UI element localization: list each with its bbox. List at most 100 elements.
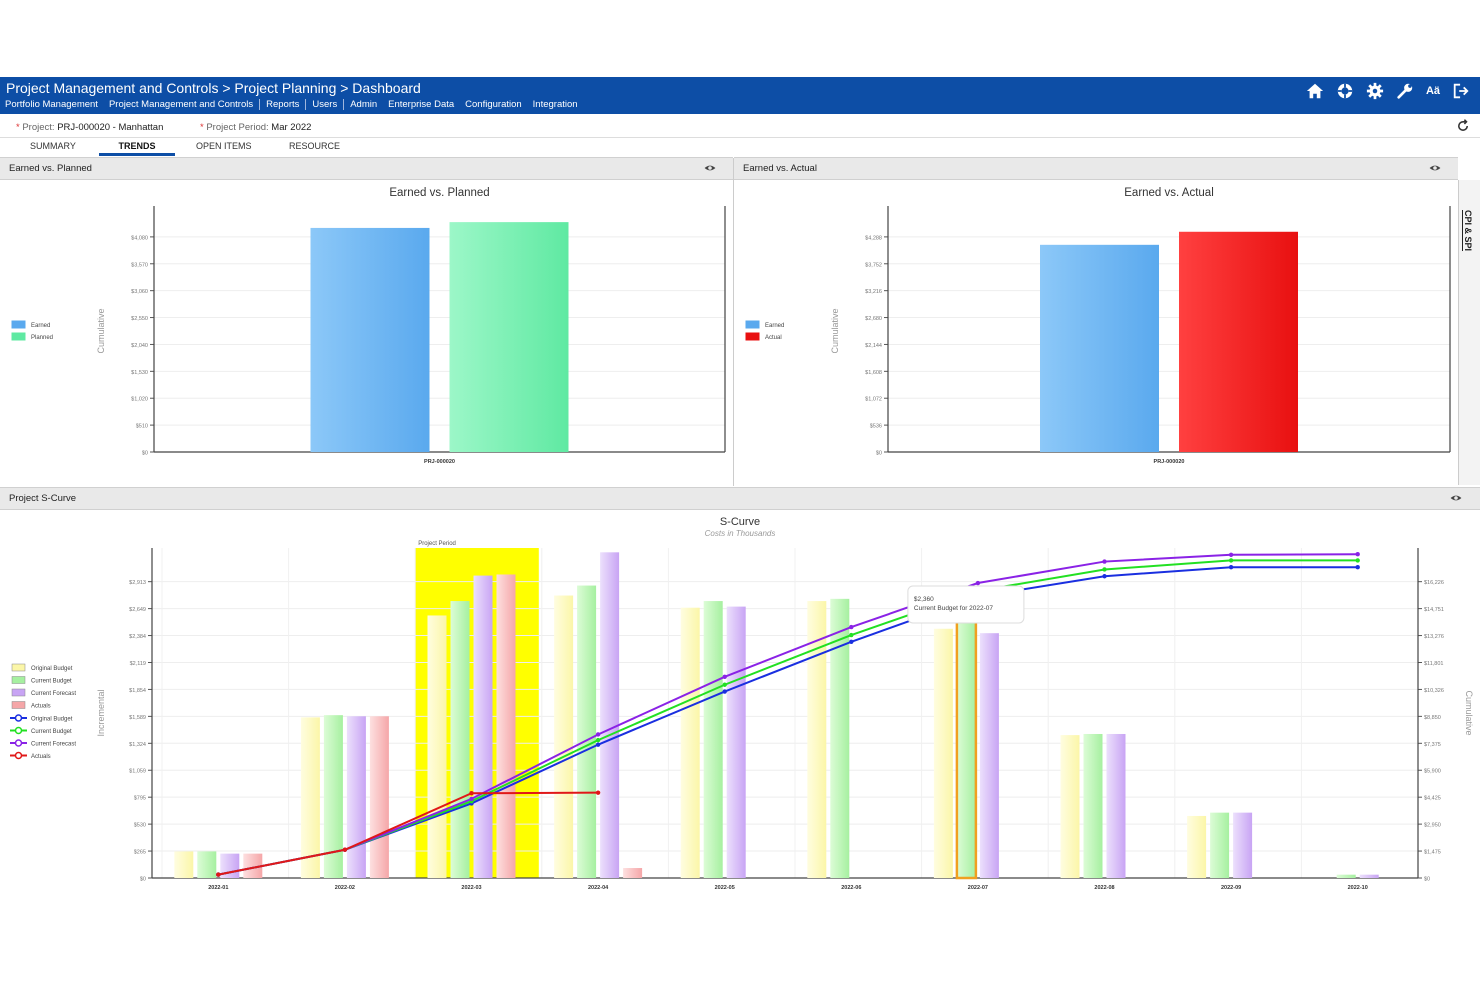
legend-label: Actuals [31, 754, 51, 760]
bar-earned [1040, 244, 1159, 452]
line-current-forecast [218, 553, 1358, 876]
logout-icon[interactable] [1452, 82, 1470, 100]
side-tab-cpi-spi[interactable]: CPI & SPI [1458, 180, 1480, 485]
translate-icon[interactable]: Aä [1425, 85, 1440, 97]
nav-configuration[interactable]: Configuration [465, 99, 522, 110]
bar-actuals [243, 853, 263, 878]
y-tick-label: $0 [140, 877, 146, 883]
line-point [469, 796, 474, 802]
tab-resource[interactable]: RESOURCE [289, 141, 341, 151]
period-value[interactable]: Mar 2022 [271, 122, 312, 133]
eye-icon[interactable] [1450, 492, 1462, 504]
x-tick-label: 2022-09 [1221, 885, 1241, 891]
line-point [469, 791, 474, 796]
y2-tick-label: $2,950 [1424, 823, 1441, 829]
y-tick-label: $4,080 [131, 235, 148, 241]
nav-project-management[interactable]: Project Management and Controls [108, 99, 254, 110]
chart-title: S-Curve [720, 516, 760, 528]
line-current-budget [218, 559, 1358, 876]
line-point [849, 639, 854, 645]
panel-title: Project S-Curve [9, 493, 77, 504]
wrench-icon[interactable] [1396, 82, 1414, 100]
home-icon[interactable] [1306, 82, 1324, 100]
tab-open-items[interactable]: OPEN ITEMS [196, 141, 252, 151]
bar-original-budget [1187, 815, 1207, 878]
y-tick-label: $2,384 [129, 634, 146, 640]
tooltip-value: $2,360 [914, 596, 934, 603]
help-icon[interactable] [1336, 82, 1354, 100]
y2-tick-label: $0 [1424, 877, 1430, 883]
line-point [1102, 567, 1107, 572]
legend-label: Earned [31, 323, 50, 329]
tooltip-text: Current Budget for 2022-07 [914, 605, 994, 612]
line-point [595, 737, 601, 743]
line-point [1355, 552, 1360, 557]
refresh-icon[interactable] [1456, 119, 1470, 133]
y-tick-label: $3,570 [131, 262, 148, 268]
x-tick-label: 2022-04 [588, 885, 609, 891]
y-tick-label: $2,680 [865, 316, 882, 322]
chart-title: Earned vs. Actual [1124, 187, 1214, 199]
bar-original-budget [554, 595, 574, 878]
y2-tick-label: $5,900 [1424, 769, 1441, 775]
bar-current-forecast [346, 716, 366, 878]
bar-current-forecast [1359, 874, 1379, 878]
legend-marker [14, 751, 23, 760]
y-tick-label: $0 [876, 451, 882, 457]
line-point [722, 689, 727, 694]
line-point [1228, 558, 1234, 563]
y2-tick-label: $1,475 [1424, 850, 1441, 856]
y-tick-label: $2,119 [130, 661, 146, 667]
nav-users[interactable]: Users [305, 99, 337, 110]
bar-original-budget [807, 601, 827, 878]
eye-icon[interactable] [1429, 162, 1441, 174]
tab-summary[interactable]: SUMMARY [30, 141, 76, 151]
y-tick-label: $1,589 [129, 715, 146, 721]
line-point [1228, 565, 1234, 570]
line-point [722, 674, 727, 680]
x-tick-label: 2022-03 [461, 885, 481, 891]
panel-title: Earned vs. Actual [743, 163, 817, 174]
y-tick-label: $2,913 [129, 580, 146, 586]
earned-vs-actual-chart: Earned vs. Actual Cumulative $0 $536 $1,072 $… [745, 187, 1451, 465]
bar-actuals [369, 716, 389, 878]
eye-icon[interactable] [704, 162, 716, 174]
legend-marker [14, 714, 23, 722]
y-tick-label: $1,854 [129, 688, 146, 694]
project-value[interactable]: PRJ-000020 - Manhattan [57, 122, 164, 133]
bar-current-forecast [979, 633, 999, 878]
bar-current-budget [577, 585, 597, 878]
legend-swatch [11, 701, 26, 709]
y-tick-label: $510 [136, 424, 148, 430]
x-tick-label: 2022-05 [715, 885, 735, 891]
scurve-header: Project S-Curve [0, 487, 1480, 510]
x-tick-label: 2022-10 [1348, 885, 1368, 891]
bar-current-budget [1210, 812, 1230, 878]
nav-integration[interactable]: Integration [532, 99, 578, 110]
project-filter[interactable]: * Project: PRJ-000020 - Manhattan [16, 122, 164, 133]
y-tick-label: $1,072 [865, 397, 882, 403]
bar-original-budget [300, 717, 320, 878]
y-tick-label: $4,288 [865, 235, 882, 241]
y2-tick-label: $8,850 [1424, 715, 1441, 721]
tab-trends[interactable]: TRENDS [99, 141, 175, 156]
y-tick-label: $3,752 [865, 262, 882, 268]
nav-enterprise-data[interactable]: Enterprise Data [388, 99, 455, 110]
nav-reports[interactable]: Reports [259, 99, 299, 110]
legend-label: Planned [31, 335, 53, 341]
legend-swatch [11, 663, 26, 672]
nav-admin[interactable]: Admin [343, 99, 377, 110]
y-tick-label: $2,649 [129, 607, 146, 613]
line-point [216, 872, 221, 877]
bar-current-budget [955, 615, 978, 880]
period-filter[interactable]: * Project Period: Mar 2022 [200, 122, 312, 133]
bar-original-budget [680, 607, 700, 878]
settings-icon[interactable] [1366, 82, 1384, 100]
y-tick-label: $1,530 [131, 370, 148, 376]
nav-portfolio-management[interactable]: Portfolio Management [5, 99, 98, 110]
y-axis-label: Incremental [96, 689, 106, 736]
filter-bar: * Project: PRJ-000020 - Manhattan * Proj… [0, 117, 1480, 138]
earned-vs-actual-header: Earned vs. Actual [734, 157, 1458, 180]
panel-divider [733, 158, 734, 486]
